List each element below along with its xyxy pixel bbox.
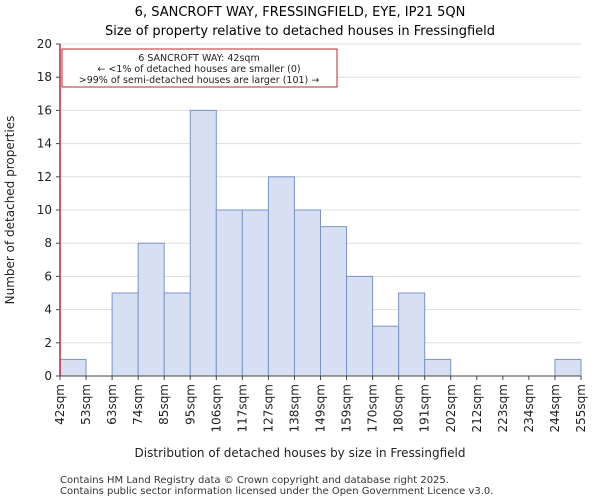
footer-line-2: Contains public sector information licen… [60,486,493,497]
bar-42sqm [59,358,87,377]
bar-244sqm [554,358,582,377]
annotation-line-2: ← <1% of detached houses are smaller (0) [97,64,300,75]
footer-line-1: Contains HM Land Registry data © Crown c… [60,475,449,486]
y-tick-label: 0 [44,369,52,383]
bar-74sqm [137,242,165,377]
y-tick-label: 6 [44,269,52,283]
x-tick-label: 212sqm [470,384,484,432]
y-tick-label: 12 [37,170,52,184]
x-tick-label: 202sqm [444,384,458,432]
annotation-line-3: >99% of semi-detached houses are larger … [79,75,320,86]
bars [59,109,582,377]
y-tick-label: 2 [44,336,52,350]
bar-170sqm [372,325,400,377]
chart-subtitle: Size of property relative to detached ho… [105,24,495,39]
x-tick-label: 85sqm [157,384,171,425]
bar-95sqm [189,109,217,377]
y-tick-label: 16 [37,103,52,117]
x-tick-label: 74sqm [131,384,145,425]
x-tick-label: 53sqm [79,384,93,425]
bar-127sqm [267,176,295,377]
x-tick-label: 127sqm [261,384,275,432]
bar-63sqm [111,292,139,377]
y-tick-label: 10 [37,203,52,217]
bar-159sqm [346,275,374,377]
y-axis: 0 2 4 6 8 10 12 14 16 18 20 [37,37,60,383]
y-tick-label: 18 [37,70,52,84]
x-tick-label: 191sqm [418,384,432,432]
bar-191sqm [424,358,452,377]
x-tick-label: 170sqm [366,384,380,432]
y-tick-label: 20 [37,37,52,51]
x-tick-label: 255sqm [574,384,588,432]
bar-85sqm [163,292,191,377]
bar-106sqm [215,209,243,377]
x-tick-label: 244sqm [548,384,562,432]
x-tick-label: 106sqm [209,384,223,432]
x-tick-label: 117sqm [235,384,249,432]
bar-149sqm [320,226,348,377]
x-tick-label: 63sqm [105,384,119,425]
x-axis-label: Distribution of detached houses by size … [135,446,466,460]
y-tick-label: 8 [44,236,52,250]
x-tick-label: 95sqm [183,384,197,425]
x-tick-label: 180sqm [392,384,406,432]
bar-117sqm [241,209,269,377]
y-tick-label: 4 [44,303,52,317]
x-axis: 42sqm 53sqm 63sqm 74sqm 85sqm 95sqm 106sqm 117s… [53,376,588,432]
x-tick-label: 159sqm [340,384,354,432]
y-tick-label: 14 [37,137,52,151]
x-tick-label: 234sqm [522,384,536,432]
bar-180sqm [398,292,426,377]
x-tick-label: 138sqm [287,384,301,432]
chart-title: 6, SANCROFT WAY, FRESSINGFIELD, EYE, IP2… [135,5,466,20]
x-tick-label: 42sqm [53,384,67,425]
y-axis-label: Number of detached properties [3,116,17,305]
annotation-line-1: 6 SANCROFT WAY: 42sqm [138,53,259,64]
annotation-rect [61,48,338,88]
annotation-box: 6 SANCROFT WAY: 42sqm ← <1% of detached … [61,48,338,88]
x-tick-label: 223sqm [496,384,510,432]
bar-138sqm [293,209,322,377]
x-tick-label: 149sqm [314,384,328,432]
